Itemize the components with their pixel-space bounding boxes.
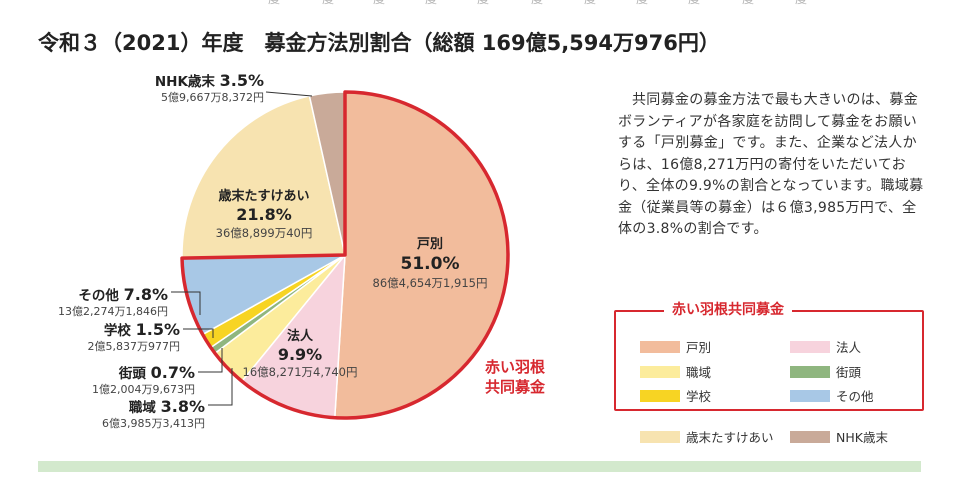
slice-pct-0: 51.0%: [401, 254, 460, 274]
top-header-fragment: 度度度度度度度度度度度: [0, 0, 964, 7]
slice-amount-0: 86億4,654万1,915円: [373, 276, 488, 290]
header-tick: 度: [742, 0, 754, 7]
legend-label: 学校: [686, 389, 712, 404]
slice-amount-3: 1億2,004万9,673円: [92, 383, 195, 396]
legend-swatch: [790, 389, 830, 402]
slice-name-0: 戸別: [417, 237, 443, 252]
legend-item-outside: NHK歳末: [790, 427, 888, 446]
legend-swatch: [790, 430, 830, 443]
slice-name-6: 歳末たすけあい: [218, 188, 309, 204]
legend-item-inside: その他: [790, 386, 874, 405]
legend-label: 法人: [836, 340, 862, 355]
header-tick: 度: [373, 0, 385, 7]
legend-title: 赤い羽根共同募金: [664, 299, 792, 319]
slice-amount-6: 36億8,899万40円: [216, 226, 313, 240]
header-tick: 度: [322, 0, 334, 7]
leader-line-7: [265, 91, 313, 97]
chart-title: 令和３（2021）年度 募金方法別割合（総額 169億5,594万976円）: [38, 31, 720, 55]
legend-label: 戸別: [686, 340, 712, 355]
legend-swatch: [640, 389, 680, 402]
legend-item-inside: 法人: [790, 337, 861, 356]
slice-label-3: 街頭 0.7%: [118, 363, 195, 382]
legend-swatch: [790, 340, 830, 353]
legend-label: NHK歳末: [836, 430, 888, 445]
slice-label-5: その他 7.8%: [78, 285, 168, 304]
group-label-line: 赤い羽根: [485, 358, 545, 376]
legend-swatch: [640, 365, 680, 378]
group-label-line: 共同募金: [485, 378, 546, 396]
legend-item-inside: 街頭: [790, 362, 861, 381]
header-tick: 度: [688, 0, 700, 7]
header-tick: 度: [636, 0, 648, 7]
legend-swatch: [790, 365, 830, 378]
slice-label-2: 職域 3.8%: [129, 397, 205, 416]
header-tick: 度: [795, 0, 807, 7]
bottom-divider-bar: [38, 461, 921, 472]
legend-item-outside: 歳末たすけあい: [640, 427, 774, 446]
slice-amount-7: 5億9,667万8,372円: [161, 91, 264, 104]
header-tick: 度: [531, 0, 543, 7]
pie-slice-6: [181, 95, 346, 259]
legend-label: その他: [836, 389, 874, 404]
legend-item-inside: 戸別: [640, 337, 711, 356]
header-tick: 度: [477, 0, 489, 7]
leader-line-5: [171, 291, 201, 315]
slice-pct-6: 21.8%: [236, 205, 292, 224]
slice-amount-4: 2億5,837万977円: [88, 340, 181, 353]
header-tick: 度: [268, 0, 280, 7]
legend-label: 歳末たすけあい: [686, 430, 774, 445]
leader-line-3: [198, 348, 223, 373]
leader-line-2: [208, 368, 233, 406]
header-tick: 度: [425, 0, 437, 7]
slice-amount-5: 13億2,274万1,846円: [58, 305, 168, 318]
legend-swatch: [640, 340, 680, 353]
legend-item-inside: 職域: [640, 362, 711, 381]
slice-label-7: NHK歳末 3.5%: [155, 71, 264, 90]
legend-label: 職域: [686, 365, 712, 380]
slice-amount-1: 16億8,271万4,740円: [243, 365, 358, 379]
legend-swatch: [640, 430, 680, 443]
header-tick: 度: [584, 0, 596, 7]
slice-label-4: 学校 1.5%: [104, 320, 180, 339]
legend-label: 街頭: [836, 365, 862, 380]
slice-pct-1: 9.9%: [278, 345, 322, 364]
slice-amount-2: 6億3,985万3,413円: [102, 417, 205, 430]
leader-line-4: [183, 328, 214, 338]
slice-name-1: 法人: [287, 328, 314, 344]
description-paragraph: 共同募金の募金方法で最も大きいのは、募金ボランティアが各家庭を訪問して募金をお願…: [618, 92, 924, 237]
legend-item-inside: 学校: [640, 386, 711, 405]
